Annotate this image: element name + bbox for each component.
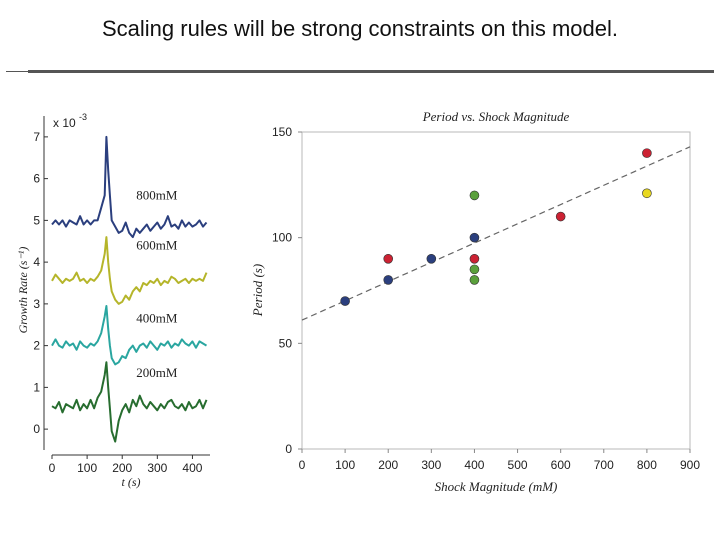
x-tick-label: 700 [594,458,614,472]
y-tick-label: 3 [33,297,40,311]
x-tick-label: 400 [182,461,202,475]
series-line-200mM [51,361,208,443]
period-scatter-chart: 0 50 100 150 0 100 200 300 400 500 600 700 800 900 Per… [250,109,700,494]
fit-line [301,146,691,321]
x-tick-label: 200 [112,461,132,475]
series-label-600mM: 600mM [136,238,178,253]
data-point [426,253,437,264]
data-point [642,148,652,158]
y-tick-label: 2 [33,339,40,353]
x-tick-label: 300 [147,461,167,475]
x-tick-label: 100 [77,461,97,475]
series-label-800mM: 800mM [136,188,178,203]
x-tick-label: 600 [551,458,571,472]
x-axis-label: t (s) [122,475,141,489]
y-tick-label: 100 [272,231,292,245]
x-tick-label: 400 [464,458,484,472]
y-tick-label: 7 [33,130,40,144]
chart-title: Period vs. Shock Magnitude [422,109,570,124]
y-tick-label: 4 [33,255,40,269]
y-axis-label: Growth Rate (s⁻¹) [16,247,30,334]
y-tick-label: 150 [272,125,292,139]
data-point [469,232,480,243]
y-tick-label: 50 [279,336,293,350]
y-tick-label: 0 [285,442,292,456]
data-point [555,211,566,222]
series-label-400mM: 400mM [136,311,178,326]
data-point [383,253,394,264]
y-tick-label: 0 [33,422,40,436]
y-tick-label: 1 [33,380,40,394]
x-axis-label: Shock Magnitude (mM) [435,479,558,494]
data-point [469,190,480,201]
y-exponent-label: x 10 [53,116,76,130]
x-tick-label: 100 [335,458,355,472]
series-line-600mM [51,236,208,305]
data-point [340,296,350,306]
y-axis-label: Period (s) [250,264,265,317]
data-point [469,253,480,264]
growth-rate-chart: 0 1 2 3 4 5 6 7 0 100 200 300 400 x 10 -3 t (s) Growth R… [16,112,210,489]
x-tick-label: 200 [378,458,398,472]
y-tick-label: 5 [33,213,40,227]
title-rule [28,70,714,73]
data-point [642,188,652,199]
plot-frame [301,131,691,450]
series-line-400mM [51,305,208,366]
y-tick-label: 6 [33,172,40,186]
data-point [383,275,394,285]
x-tick-label: 900 [680,458,700,472]
x-tick-label: 300 [421,458,441,472]
data-point [469,264,480,275]
x-tick-label: 500 [508,458,528,472]
series-label-200mM: 200mM [136,365,178,380]
slide-title: Scaling rules will be strong constraints… [101,16,619,41]
data-point [469,275,480,285]
series-line-800mM [51,135,208,239]
x-tick-label: 0 [299,458,306,472]
x-tick-label: 800 [637,458,657,472]
x-tick-label: 0 [49,461,56,475]
title-rule-short [6,71,28,72]
y-exponent-power: -3 [79,112,87,122]
